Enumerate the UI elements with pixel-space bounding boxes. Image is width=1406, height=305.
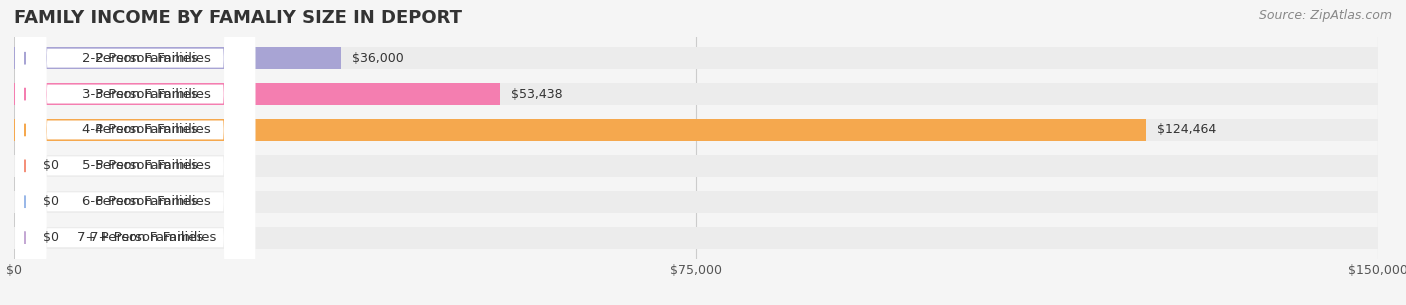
Text: 6-Person Families: 6-Person Families	[83, 195, 198, 208]
Text: 5-Person Families: 5-Person Families	[83, 160, 198, 172]
Text: $36,000: $36,000	[353, 52, 404, 65]
Bar	[14, 227, 1378, 249]
Text: FAMILY INCOME BY FAMALIY SIZE IN DEPORT: FAMILY INCOME BY FAMALIY SIZE IN DEPORT	[14, 9, 463, 27]
Bar	[14, 119, 1378, 141]
Bar	[14, 119, 1146, 141]
Text: 7+ Person Families: 7+ Person Families	[77, 231, 204, 244]
Text: 4-Person Families: 4-Person Families	[83, 124, 198, 136]
Text: $0: $0	[42, 160, 59, 172]
Text: $124,464: $124,464	[1157, 124, 1216, 136]
Bar	[14, 47, 1378, 69]
FancyBboxPatch shape	[15, 0, 254, 305]
Text: 7+ Person Families: 7+ Person Families	[90, 231, 217, 244]
Bar	[14, 83, 501, 105]
Text: Source: ZipAtlas.com: Source: ZipAtlas.com	[1258, 9, 1392, 22]
FancyBboxPatch shape	[15, 0, 254, 305]
Text: 6-Person Families: 6-Person Families	[96, 195, 211, 208]
FancyBboxPatch shape	[15, 0, 254, 305]
FancyBboxPatch shape	[15, 0, 254, 305]
Text: $0: $0	[42, 231, 59, 244]
Text: $53,438: $53,438	[510, 88, 562, 101]
Bar	[14, 47, 342, 69]
Text: 3-Person Families: 3-Person Families	[83, 88, 198, 101]
Text: 3-Person Families: 3-Person Families	[94, 88, 211, 101]
Text: 2-Person Families: 2-Person Families	[94, 52, 211, 65]
Bar	[14, 155, 1378, 177]
FancyBboxPatch shape	[15, 0, 254, 305]
Bar	[14, 191, 1378, 213]
Text: 2-Person Families: 2-Person Families	[83, 52, 198, 65]
Text: 5-Person Families: 5-Person Families	[94, 160, 211, 172]
FancyBboxPatch shape	[15, 0, 254, 305]
Text: $0: $0	[42, 195, 59, 208]
Bar	[14, 83, 1378, 105]
Text: 4-Person Families: 4-Person Families	[96, 124, 211, 136]
